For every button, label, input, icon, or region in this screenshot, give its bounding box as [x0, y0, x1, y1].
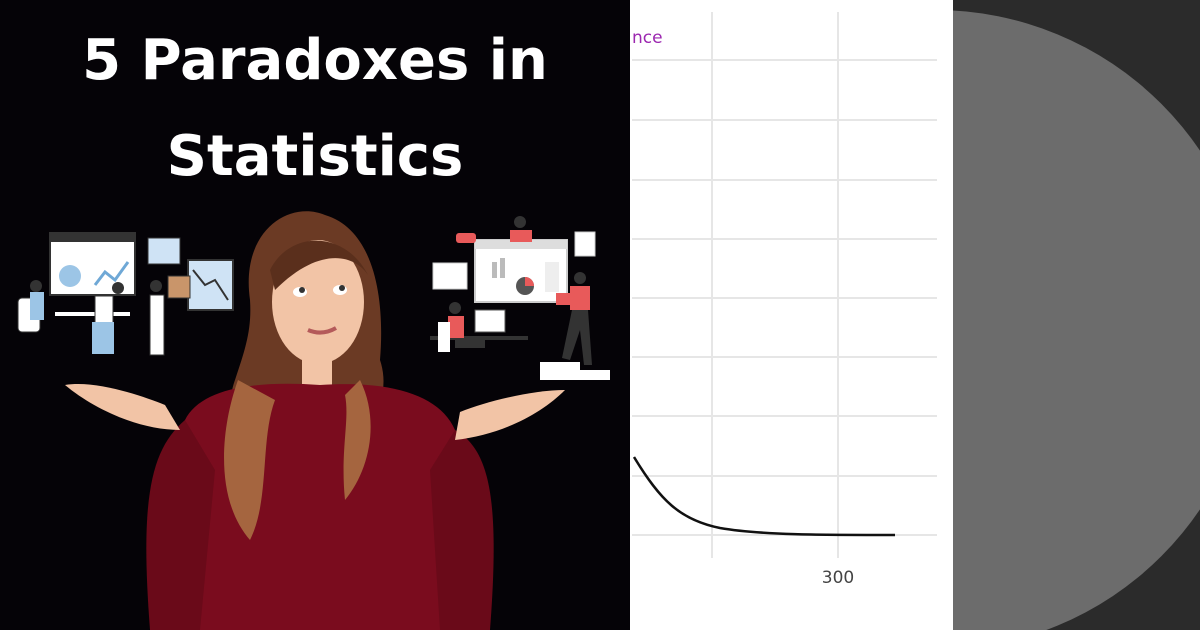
legend-text: nce — [632, 28, 663, 48]
title-line: 5 Paradoxes in — [82, 28, 548, 93]
x-tick-label: 300 — [822, 568, 854, 588]
office-illustration-left — [17, 232, 234, 356]
right-panel — [953, 0, 1200, 630]
title-line: Statistics — [167, 124, 464, 189]
office-illustration-right — [430, 216, 610, 380]
woman-illustration — [65, 211, 565, 630]
chart-fragment: nce 300 — [630, 0, 953, 630]
